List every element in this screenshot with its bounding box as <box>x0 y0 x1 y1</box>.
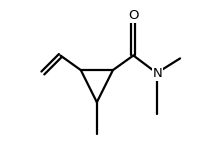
Text: N: N <box>153 67 162 80</box>
Text: O: O <box>128 9 139 22</box>
